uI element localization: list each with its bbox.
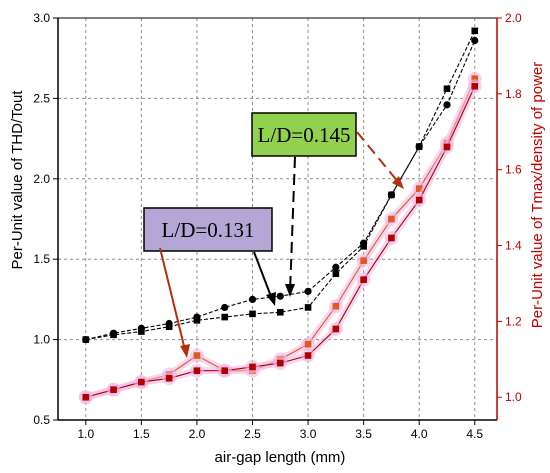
annotation-label-ld-0145: L/D=0.145 <box>258 123 351 147</box>
right-y-axis-title: Per-Unit value of Tmax/density of power <box>529 62 546 329</box>
series-line <box>85 30 476 341</box>
data-point <box>138 328 145 335</box>
x-tick-label: 4.0 <box>411 427 428 441</box>
data-point <box>443 143 451 151</box>
x-tick-label: 2.5 <box>244 427 261 441</box>
annotation-arrow-dashed-black <box>289 156 296 293</box>
annotation-arrow-dashed-red <box>356 131 400 184</box>
right-y-tick-label: 1.4 <box>505 239 522 253</box>
annotation-arrow-black <box>253 251 273 300</box>
left-y-tick-label: 0.5 <box>33 413 50 427</box>
annotation-ld-0145: L/D=0.145 <box>251 112 404 297</box>
data-point <box>360 243 367 250</box>
data-point <box>332 325 340 333</box>
x-tick-label: 4.5 <box>466 427 483 441</box>
data-point <box>165 323 173 331</box>
data-point <box>276 308 284 316</box>
data-point <box>249 363 256 371</box>
annotation-box-ld-0145 <box>251 112 357 157</box>
data-point <box>110 331 117 339</box>
left-y-tick-label: 1.5 <box>33 252 50 266</box>
data-point <box>276 359 284 367</box>
data-point <box>388 191 395 199</box>
data-point <box>332 270 340 277</box>
data-point <box>332 302 340 310</box>
data-point <box>221 367 229 374</box>
data-point <box>471 27 479 35</box>
series-layer <box>78 27 482 405</box>
annotation-ld-0131: L/D=0.131 <box>143 207 276 358</box>
data-point <box>415 196 423 204</box>
data-point <box>360 257 367 265</box>
data-point <box>193 352 201 359</box>
data-point <box>249 310 256 318</box>
data-point <box>276 292 284 300</box>
data-point <box>332 263 340 271</box>
right-y-ticks: 1.0 1.2 1.4 1.6 1.8 2.0 <box>497 11 522 404</box>
right-y-tick-label: 1.0 <box>505 390 522 404</box>
annotation-arrowhead-black <box>285 284 295 297</box>
right-y-tick-label: 1.2 <box>505 314 522 328</box>
data-point <box>304 340 312 348</box>
left-y-tick-label: 2.0 <box>33 172 50 186</box>
data-point <box>304 352 312 359</box>
right-y-tick-label: 2.0 <box>505 11 522 25</box>
data-point <box>221 313 229 321</box>
data-point <box>138 378 145 386</box>
x-tick-label: 1.0 <box>77 427 94 441</box>
data-point <box>360 276 367 283</box>
left-y-tick-label: 3.0 <box>33 11 50 25</box>
annotation-arrow-red <box>159 247 186 351</box>
left-y-tick-label: 2.5 <box>33 91 50 105</box>
data-point <box>304 287 312 295</box>
data-point <box>110 386 117 393</box>
data-point <box>443 101 451 109</box>
data-point <box>443 85 451 93</box>
data-point <box>471 36 479 45</box>
annotation-label-ld-0131: L/D=0.131 <box>162 218 255 242</box>
annotation-arrowhead-red-2 <box>180 344 190 358</box>
data-point <box>165 374 173 382</box>
annotation-box-ld-0131 <box>143 207 273 252</box>
data-point <box>388 215 395 223</box>
x-tick-label: 3.0 <box>300 427 317 441</box>
series-2 <box>82 27 479 343</box>
data-point <box>248 295 257 303</box>
annotation-arrowhead-black-2 <box>266 292 276 306</box>
series-4 <box>78 79 482 405</box>
data-point <box>193 317 201 324</box>
left-y-axis-title: Per-Unit value of THD/Tout <box>9 90 26 270</box>
data-point <box>82 393 90 401</box>
data-point <box>471 82 479 90</box>
right-y-tick-label: 1.8 <box>505 87 522 101</box>
data-point <box>82 336 90 343</box>
x-tick-label: 1.5 <box>133 427 150 441</box>
annotation-arrowhead-red <box>392 176 404 189</box>
data-point <box>388 234 395 242</box>
data-point <box>415 185 423 192</box>
left-y-ticks: 0.5 1.0 1.5 2.0 2.5 3.0 <box>33 11 58 427</box>
data-point <box>415 143 423 150</box>
data-point <box>471 75 479 82</box>
x-tick-label: 3.5 <box>355 427 372 441</box>
x-axis-title: air-gap length (mm) <box>215 449 346 466</box>
data-point <box>221 303 229 312</box>
left-y-tick-label: 1.0 <box>33 333 50 347</box>
x-ticks: 1.0 1.5 2.0 2.5 3.0 3.5 4.0 4.5 <box>77 420 483 441</box>
data-point <box>304 304 312 311</box>
axes <box>57 17 498 421</box>
x-tick-label: 2.0 <box>189 427 206 441</box>
data-point <box>193 367 201 374</box>
right-y-tick-label: 1.6 <box>505 163 522 177</box>
